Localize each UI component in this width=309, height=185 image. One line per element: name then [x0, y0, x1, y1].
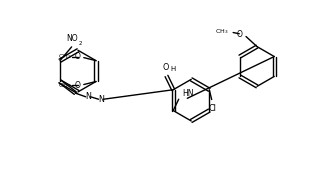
Text: 2: 2 — [78, 41, 82, 46]
Text: N: N — [98, 95, 104, 104]
Text: H: H — [170, 66, 176, 72]
Text: Cl: Cl — [208, 104, 216, 113]
Text: CH$_3$: CH$_3$ — [58, 52, 72, 61]
Text: O: O — [163, 63, 169, 72]
Text: HN: HN — [182, 89, 193, 98]
Text: CH$_3$: CH$_3$ — [215, 27, 229, 36]
Text: O: O — [74, 81, 80, 90]
Text: CH$_3$: CH$_3$ — [58, 81, 72, 90]
Text: O: O — [237, 30, 243, 39]
Text: O: O — [74, 52, 80, 61]
Text: N: N — [85, 92, 91, 101]
Text: NO: NO — [66, 34, 78, 43]
